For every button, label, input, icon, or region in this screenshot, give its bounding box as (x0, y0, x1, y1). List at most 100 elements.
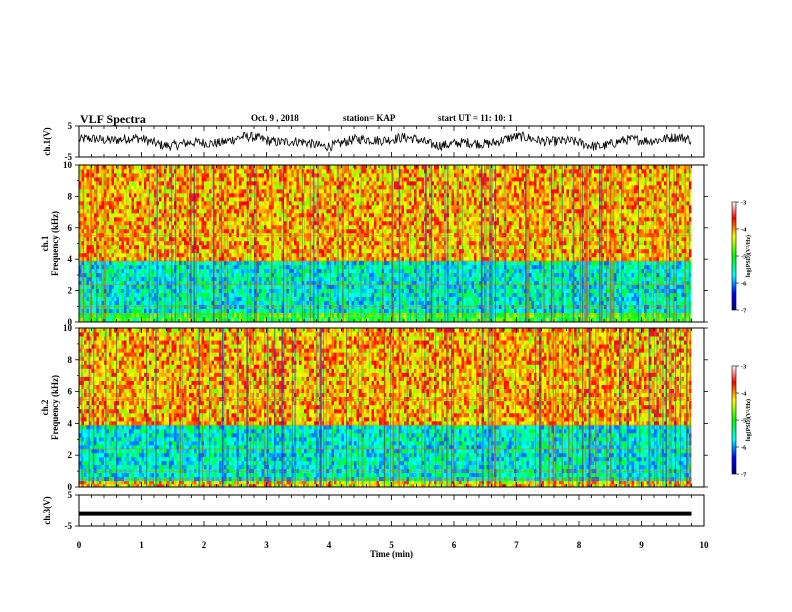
spectrogram-cell (196, 317, 200, 323)
spectrogram-cell (79, 180, 82, 186)
spectrogram-cell (296, 308, 300, 313)
spectrogram-cell (339, 256, 342, 262)
spectrogram-cell (139, 312, 142, 318)
spectrogram-cell (379, 300, 382, 306)
spectrogram-cell (259, 280, 262, 286)
spectrogram-cell (151, 180, 155, 186)
spectrogram-cell (324, 228, 327, 234)
spectrogram-cell (361, 224, 365, 230)
spectrogram-cell (161, 272, 165, 278)
spectrogram-cell (231, 204, 235, 210)
spectrogram-cell (116, 272, 120, 278)
spectrogram-cell (314, 208, 317, 214)
spectrogram-cell (159, 196, 162, 202)
spectrogram-cell (101, 220, 105, 226)
spectrogram-cell (194, 256, 197, 262)
spectrogram-cell (369, 272, 372, 278)
spectrogram-cell (294, 248, 297, 254)
spectrogram-cell (231, 280, 235, 286)
spectrogram-cell (251, 228, 255, 234)
spectrogram-cell (91, 288, 95, 294)
spectrogram-cell (144, 188, 147, 194)
spectrogram-cell (259, 216, 262, 222)
spectrogram-cell (229, 200, 232, 206)
spectrogram-cell (314, 184, 317, 190)
spectrogram-cell (306, 240, 310, 246)
spectrogram-cell (281, 220, 285, 226)
spectrogram-cell (384, 268, 387, 274)
spectrogram-cell (291, 192, 295, 198)
spectrogram-cell (191, 252, 195, 258)
spectrogram-cell (374, 228, 377, 234)
spectrogram-cell (141, 220, 145, 226)
spectrogram-cell (286, 204, 290, 210)
spectrogram-cell (344, 317, 347, 323)
spectrogram-cell (321, 288, 325, 294)
spectrogram-cell (264, 192, 267, 198)
spectrogram-cell (359, 304, 362, 309)
spectrogram-cell (319, 196, 322, 202)
spectrogram-cell (149, 220, 152, 226)
spectrogram-cell (314, 264, 317, 270)
spectrogram-cell (106, 220, 110, 226)
spectrogram-cell (159, 280, 162, 286)
spectrogram-cell (209, 240, 212, 246)
spectrogram-cell (311, 212, 315, 218)
spectrogram-cell (379, 317, 382, 323)
spectrogram-cell (169, 176, 172, 182)
spectrogram-cell (304, 228, 307, 234)
spectrogram-cell (111, 317, 115, 323)
spectrogram-cell (289, 212, 292, 218)
spectrogram-cell (94, 204, 97, 210)
spectrogram-column (326, 165, 330, 323)
spectrogram-cell (334, 292, 337, 298)
spectrogram-cell (136, 184, 140, 190)
spectrogram-cell (229, 317, 232, 323)
spectrogram-cell (84, 212, 87, 218)
spectrogram-cell (374, 288, 377, 294)
spectrogram-cell (284, 176, 287, 182)
spectrogram-cell (379, 280, 382, 286)
spectrogram-cell (119, 200, 122, 206)
spectrogram-cell (311, 276, 315, 282)
spectrogram-cell (356, 192, 360, 198)
spectrogram-cell (306, 204, 310, 210)
spectrogram-cell (169, 272, 172, 278)
spectrogram-cell (151, 168, 155, 174)
spectrogram-cell (354, 216, 357, 222)
spectrogram-cell (331, 260, 335, 266)
spectrogram-cell (106, 200, 110, 206)
spectrogram-cell (181, 244, 185, 250)
spectrogram-cell (386, 256, 390, 262)
spectrogram-cell (311, 168, 315, 174)
spectrogram-cell (239, 256, 242, 262)
spectrogram-cell (241, 204, 245, 210)
spectrogram-cell (311, 300, 315, 306)
spectrogram-cell (141, 296, 145, 302)
spectrogram-cell (191, 288, 195, 294)
spectrogram-cell (124, 232, 127, 238)
spectrogram-cell (379, 228, 382, 234)
spectrogram-cell (121, 292, 125, 298)
spectrogram-cell (224, 196, 227, 202)
spectrogram-cell (219, 180, 222, 186)
spectrogram-cell (141, 168, 145, 174)
spectrogram-cell (269, 256, 272, 262)
spectrogram-cell (266, 240, 270, 246)
spectrogram-cell (251, 252, 255, 258)
spectrogram-column (206, 165, 210, 323)
spectrogram-cell (389, 280, 392, 286)
spectrogram-cell (249, 244, 252, 250)
spectrogram-column (116, 165, 120, 323)
spectrogram-cell (289, 276, 292, 282)
spectrogram-cell (79, 172, 82, 178)
spectrogram-cell (354, 248, 357, 254)
spectrogram-cell (99, 184, 102, 190)
spectrogram-cell (114, 244, 117, 250)
spectrogram-cell (176, 244, 180, 250)
spectrogram-cell (196, 236, 200, 242)
spectrogram-cell (371, 264, 375, 270)
spectrogram-cell (291, 264, 295, 270)
spectrogram-cell (274, 280, 277, 286)
spectrogram-cell (124, 240, 127, 246)
